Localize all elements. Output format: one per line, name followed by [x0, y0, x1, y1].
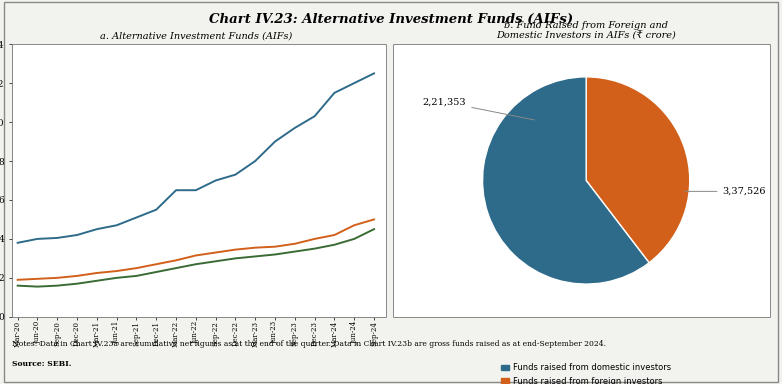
Legend: Funds raised from domestic investors, Funds raised from foreign investors: Funds raised from domestic investors, Fu… [497, 360, 675, 384]
Wedge shape [482, 77, 649, 284]
Text: Source: SEBI.: Source: SEBI. [12, 360, 71, 368]
Wedge shape [586, 77, 690, 263]
Title: b. Fund Raised from Foreign and
Domestic Investors in AIFs (₹ crore): b. Fund Raised from Foreign and Domestic… [497, 21, 676, 41]
Text: Chart IV.23: Alternative Investment Funds (AIFs): Chart IV.23: Alternative Investment Fund… [209, 13, 573, 26]
Title: a. Alternative Investment Funds (AIFs): a. Alternative Investment Funds (AIFs) [100, 31, 292, 41]
Text: Notes: Data in Chart IV.23a are cumulative net figures as at the end of the quar: Notes: Data in Chart IV.23a are cumulati… [12, 340, 606, 348]
Text: 3,37,526: 3,37,526 [685, 187, 766, 196]
Text: 2,21,353: 2,21,353 [422, 98, 534, 120]
